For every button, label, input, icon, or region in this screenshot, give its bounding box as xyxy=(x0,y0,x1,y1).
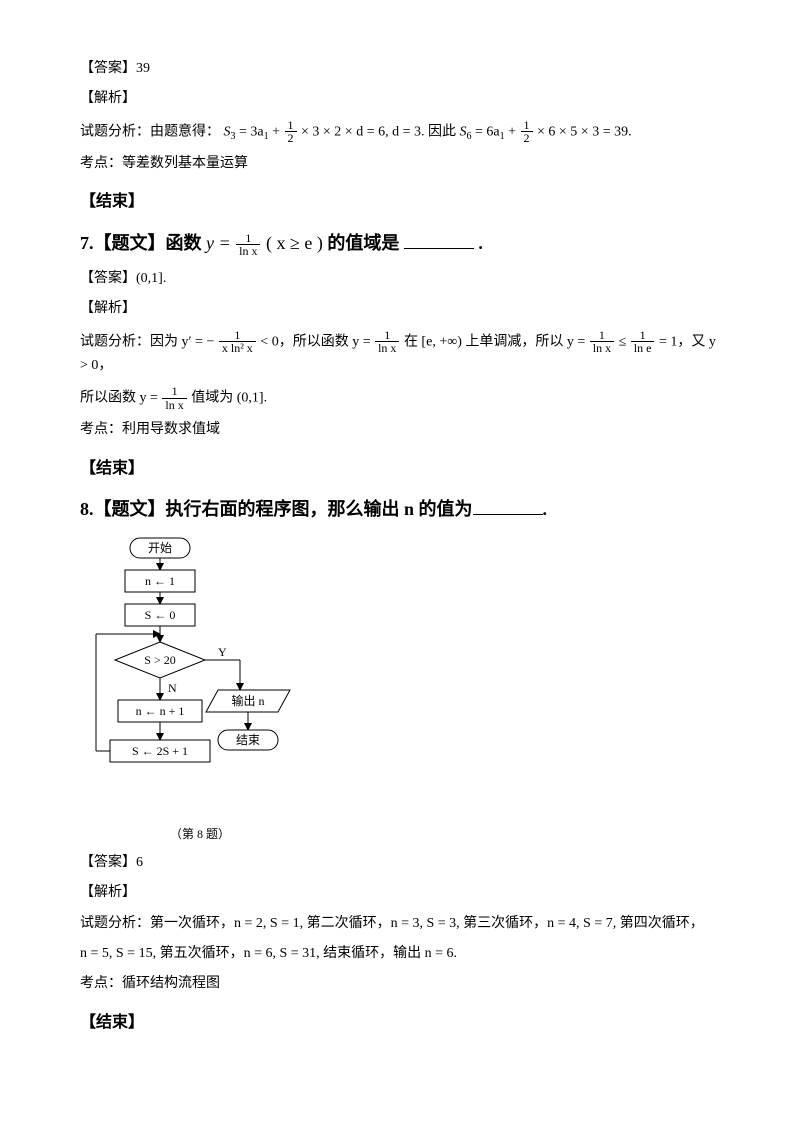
p8-answer: 【答案】6 xyxy=(80,852,720,874)
end-marker: 【结束】 xyxy=(80,456,720,482)
sub: 1 xyxy=(500,131,505,142)
var-s3: S xyxy=(224,124,231,139)
txt: × 6 × 5 × 3 = 39. xyxy=(537,124,632,139)
answer-value: 6 xyxy=(136,855,143,870)
txt: 试题分析：因为 y′ = − xyxy=(80,334,218,349)
p8-analysis-1: 试题分析：第一次循环，n = 2, S = 1, 第二次循环，n = 3, S … xyxy=(80,913,720,935)
p6-jiexi-label: 【解析】 xyxy=(80,88,720,110)
p8-title: 8.【题文】执行右面的程序图，那么输出 n 的值为. xyxy=(80,495,720,524)
txt: ≤ xyxy=(619,334,630,349)
answer-label: 【答案】 xyxy=(80,61,136,76)
p7-analysis-1: 试题分析：因为 y′ = − 1x ln² x < 0，所以函数 y = 1ln… xyxy=(80,329,720,378)
frac: 1x ln² x xyxy=(219,329,256,355)
decision-label: S > 20 xyxy=(144,653,175,667)
p8-kaodian: 考点：循环结构流程图 xyxy=(80,973,720,995)
p8-analysis-2: n = 5, S = 15, 第五次循环，n = 6, S = 31, 结束循环… xyxy=(80,943,720,965)
p8-jiexi-label: 【解析】 xyxy=(80,882,720,904)
p6-analysis: 试题分析：由题意得： S3 = 3a1 + 12 × 3 × 2 × d = 6… xyxy=(80,119,720,145)
p7-analysis-2: 所以函数 y = 1ln x 值域为 (0,1]. xyxy=(80,385,720,411)
txt: < 0，所以函数 y = xyxy=(260,334,374,349)
no-label: N xyxy=(168,681,177,695)
txt: 在 [e, +∞) 上单调减，所以 y = xyxy=(404,334,589,349)
var-s6: S xyxy=(460,124,467,139)
flowchart-svg: 开始 n ← 1 S ← 0 S > 20 Y 输出 n 结束 xyxy=(90,534,320,814)
frac-half: 12 xyxy=(285,119,297,145)
var-y: y = xyxy=(206,233,235,253)
frac: 1ln x xyxy=(162,385,186,411)
answer-label: 【答案】 xyxy=(80,271,136,286)
period: . xyxy=(543,499,548,519)
p7-kaodian: 考点：利用导数求值域 xyxy=(80,419,720,441)
txt: 值域为 (0,1]. xyxy=(191,391,267,406)
answer-label: 【答案】 xyxy=(80,855,136,870)
output-label: 输出 n xyxy=(231,693,264,708)
txt: 所以函数 y = xyxy=(80,391,161,406)
frac: 1ln x xyxy=(236,232,260,258)
txt: 7.【题文】函数 xyxy=(80,233,206,253)
p7-jiexi-label: 【解析】 xyxy=(80,298,720,320)
answer-value: 39 xyxy=(136,61,150,76)
formula: y = 1ln x ( x ≥ e ) xyxy=(206,233,327,253)
flowchart-caption: （第 8 题） xyxy=(90,825,310,844)
sub: 1 xyxy=(264,131,269,142)
box-s-upd-label: S ← 2S + 1 xyxy=(132,744,188,758)
txt: + xyxy=(508,124,519,139)
end-label: 结束 xyxy=(236,733,260,747)
start-label: 开始 xyxy=(148,541,172,555)
txt: × 3 × 2 × d = 6, d = 3. 因此 xyxy=(301,124,459,139)
sub: 3 xyxy=(231,131,236,142)
page: 【答案】39 【解析】 试题分析：由题意得： S3 = 3a1 + 12 × 3… xyxy=(0,0,800,1132)
answer-value: (0,1]. xyxy=(136,271,166,286)
flowchart: 开始 n ← 1 S ← 0 S > 20 Y 输出 n 结束 xyxy=(90,534,720,844)
txt: 试题分析：由题意得： xyxy=(80,124,220,139)
txt: + xyxy=(272,124,283,139)
blank xyxy=(404,234,474,249)
p7-answer: 【答案】(0,1]. xyxy=(80,268,720,290)
cond: ( x ≥ e ) xyxy=(266,233,327,253)
p6-answer: 【答案】39 xyxy=(80,58,720,80)
txt: = 3a xyxy=(239,124,264,139)
blank xyxy=(473,500,543,515)
box-s0-label: S ← 0 xyxy=(145,608,176,622)
frac: 1ln x xyxy=(590,329,614,355)
box-n-inc-label: n ← n + 1 xyxy=(136,704,185,718)
txt: 的值域是 xyxy=(327,233,404,253)
end-marker: 【结束】 xyxy=(80,1010,720,1036)
box-n1-label: n ← 1 xyxy=(145,574,175,588)
sub: 6 xyxy=(467,131,472,142)
end-marker: 【结束】 xyxy=(80,189,720,215)
frac-half: 12 xyxy=(521,119,533,145)
frac: 1ln e xyxy=(631,329,655,355)
p7-title: 7.【题文】函数 y = 1ln x ( x ≥ e ) 的值域是 . xyxy=(80,229,720,258)
p6-kaodian: 考点：等差数列基本量运算 xyxy=(80,153,720,175)
frac: 1ln x xyxy=(375,329,399,355)
period: . xyxy=(478,233,483,253)
txt: 8.【题文】执行右面的程序图，那么输出 n 的值为 xyxy=(80,499,473,519)
yes-label: Y xyxy=(218,645,227,659)
txt: = 6a xyxy=(475,124,500,139)
